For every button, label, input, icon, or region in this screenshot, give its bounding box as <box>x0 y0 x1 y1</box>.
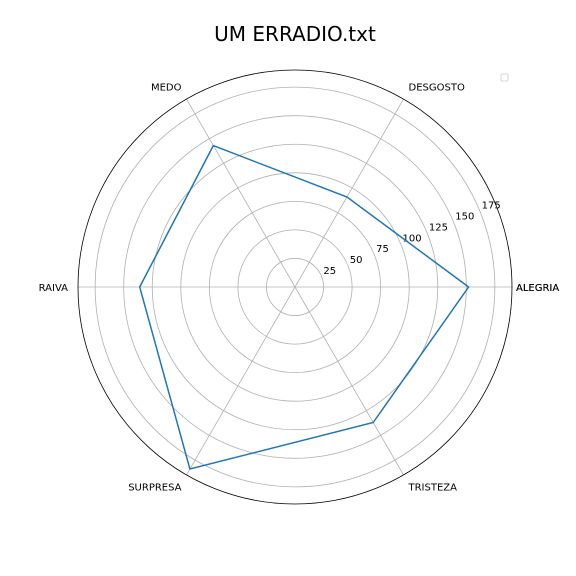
spoke-2 <box>187 99 296 287</box>
category-label-surpresa: SURPRESA <box>128 483 181 494</box>
category-label-medo: MEDO <box>151 82 182 93</box>
category-label-raiva: RAIVA <box>39 283 69 294</box>
angular-gridlines <box>78 99 512 475</box>
radial-tick-6: 175 <box>482 201 501 212</box>
radial-tick-3: 100 <box>403 233 422 244</box>
legend-box <box>501 74 508 81</box>
category-label-tristeza: TRISTEZA <box>408 483 458 494</box>
category-label-closing: ALEGRIA <box>516 283 559 294</box>
radial-tick-2: 75 <box>376 244 389 255</box>
radial-tick-0: 25 <box>323 266 336 277</box>
radial-tick-labels: 25 50 75 100 125 150 175 <box>323 201 500 278</box>
spoke-5 <box>295 287 404 475</box>
data-series <box>140 146 469 469</box>
category-label-desgosto: DESGOSTO <box>409 82 465 93</box>
radial-tick-4: 125 <box>429 222 448 233</box>
radial-tick-5: 150 <box>455 211 474 222</box>
chart-title: UM ERRADIO.txt <box>214 22 376 46</box>
radial-tick-1: 50 <box>350 255 363 266</box>
series-line <box>140 146 469 469</box>
